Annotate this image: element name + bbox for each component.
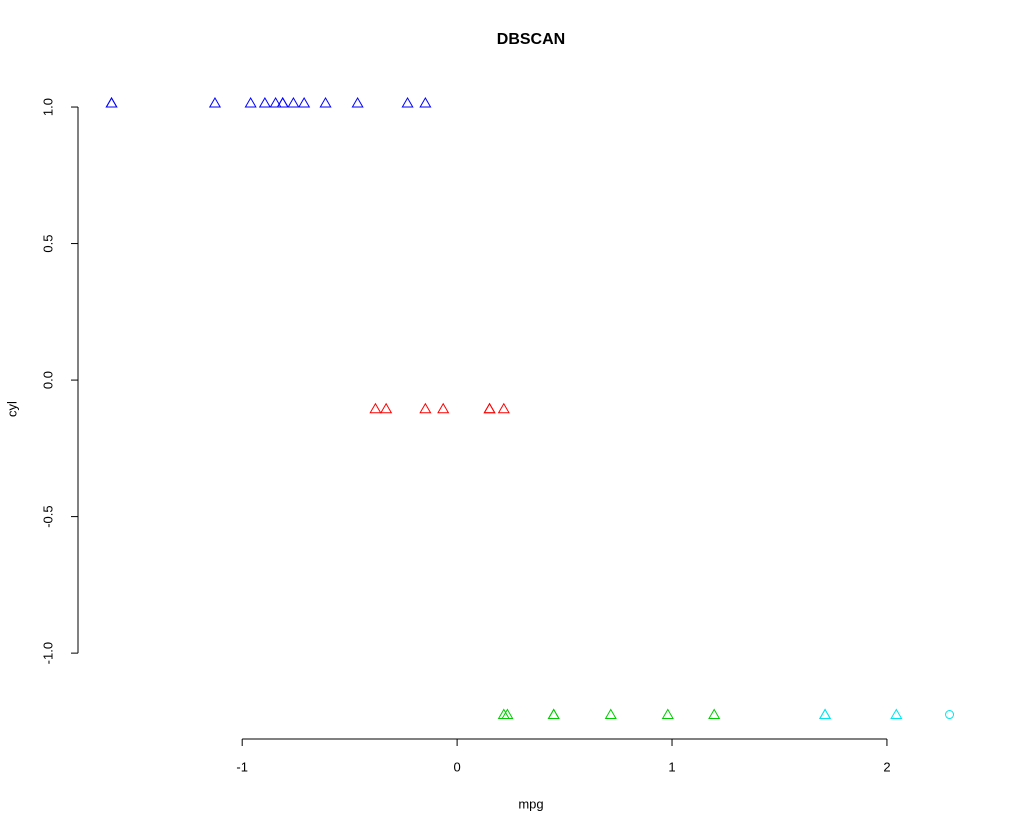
point (276, 96, 289, 108)
point (208, 96, 222, 108)
point (547, 708, 560, 720)
point (501, 708, 514, 720)
y-axis-label: cyl (4, 401, 19, 417)
y-tick-label: -1.0 (40, 642, 55, 664)
point (401, 96, 414, 108)
point (269, 96, 282, 108)
point (244, 96, 257, 108)
point (419, 96, 432, 108)
point (890, 708, 903, 720)
y-tick-label: 0.0 (40, 371, 55, 389)
point (380, 402, 393, 414)
x-tick-label: 0 (453, 759, 460, 774)
point (351, 96, 364, 108)
point (708, 708, 721, 720)
point (105, 96, 118, 108)
point (437, 402, 450, 414)
y-tick-label: 0.5 (40, 235, 55, 253)
point (287, 96, 300, 108)
point (483, 402, 496, 414)
chart-title: DBSCAN (497, 31, 565, 48)
point (258, 96, 271, 108)
x-axis-label: mpg (518, 796, 543, 811)
point (276, 96, 289, 108)
point (497, 708, 510, 720)
point (369, 402, 382, 414)
x-tick-label: 2 (883, 759, 890, 774)
point (547, 708, 560, 720)
x-tick-label: -1 (236, 759, 248, 774)
point (298, 96, 311, 108)
point (604, 708, 617, 720)
point (419, 402, 432, 414)
point (661, 708, 674, 720)
point (105, 96, 118, 108)
point (818, 708, 832, 720)
y-tick-label: -0.5 (40, 505, 55, 527)
point (483, 402, 496, 414)
point (945, 710, 955, 720)
point (319, 96, 332, 108)
y-tick-label: 1.0 (40, 98, 55, 116)
point (818, 708, 832, 720)
point (497, 402, 510, 414)
x-tick-label: 1 (668, 759, 675, 774)
